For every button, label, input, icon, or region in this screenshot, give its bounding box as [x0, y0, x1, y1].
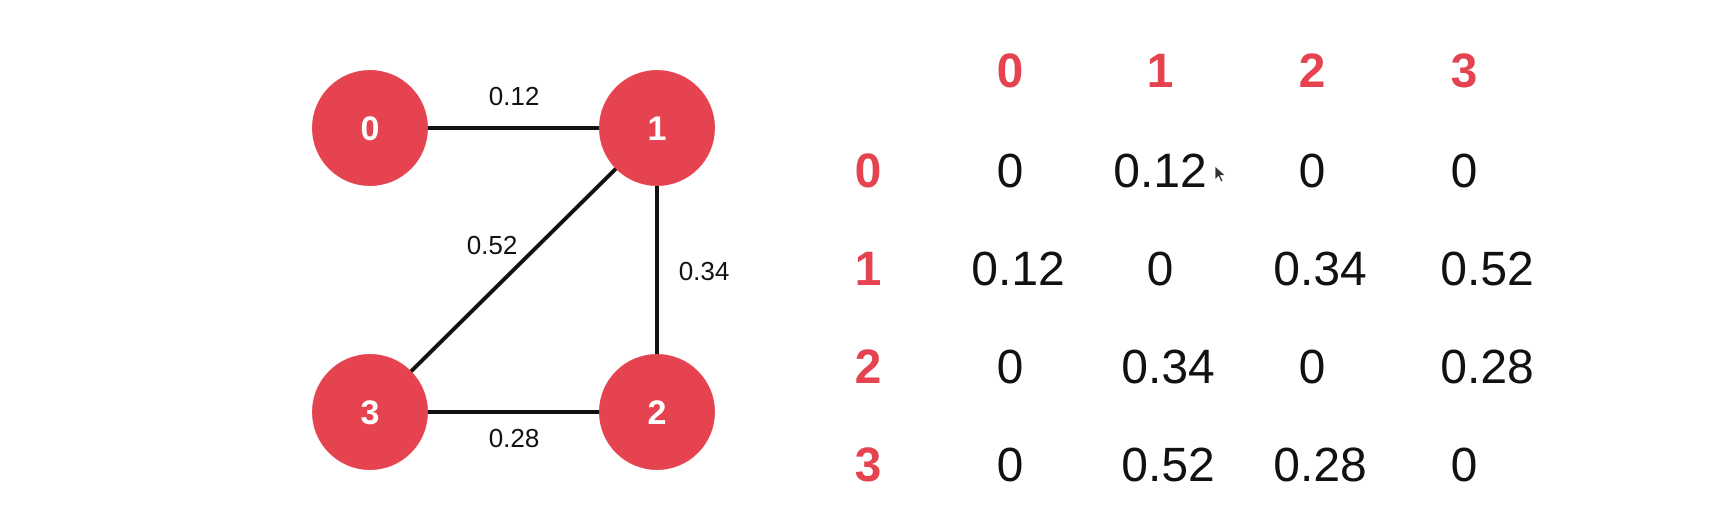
matrix-cell: 0.52: [1412, 240, 1562, 300]
matrix-cell: 0.12: [943, 240, 1093, 300]
matrix-cell: 0: [1237, 338, 1387, 398]
matrix-cell: 0: [935, 338, 1085, 398]
matrix-cell: 0.34: [1093, 338, 1243, 398]
matrix-col-header: 0: [935, 42, 1085, 102]
matrix-col-header: 1: [1085, 42, 1235, 102]
node-2-label: 2: [648, 394, 667, 432]
matrix-row-header: 2: [833, 338, 903, 398]
adjacency-matrix: 0 1 2 3 0 1 2 3 0 0.12 0 0 0.12 0 0.34 0…: [858, 12, 1578, 492]
matrix-cell: 0: [935, 142, 1085, 202]
edge-1-3: [370, 128, 657, 412]
matrix-cell: 0: [1389, 436, 1539, 496]
matrix-cell: 0: [1389, 142, 1539, 202]
matrix-cell: 0.28: [1412, 338, 1562, 398]
mouse-pointer-icon: [1214, 165, 1228, 185]
matrix-cell: 0: [1085, 240, 1235, 300]
node-3: 3: [312, 354, 428, 470]
matrix-row-header: 3: [833, 436, 903, 496]
matrix-row-header: 0: [833, 142, 903, 202]
matrix-cell: 0.52: [1093, 436, 1243, 496]
matrix-col-header: 2: [1237, 42, 1387, 102]
node-2: 2: [599, 354, 715, 470]
node-0: 0: [312, 70, 428, 186]
matrix-cell: 0.28: [1245, 436, 1395, 496]
edge-label-3-2: 0.28: [489, 423, 540, 453]
matrix-cell: 0: [935, 436, 1085, 496]
node-3-label: 3: [361, 394, 380, 432]
matrix-cell: 0.34: [1245, 240, 1395, 300]
edge-label-0-1: 0.12: [489, 81, 540, 111]
edge-label-1-2: 0.34: [679, 256, 730, 286]
matrix-cell: 0.12: [1085, 142, 1235, 202]
matrix-row-header: 1: [833, 240, 903, 300]
matrix-cell: 0: [1237, 142, 1387, 202]
node-1: 1: [599, 70, 715, 186]
node-1-label: 1: [648, 110, 667, 148]
matrix-col-header: 3: [1389, 42, 1539, 102]
edge-label-1-3: 0.52: [467, 230, 518, 260]
node-0-label: 0: [361, 110, 380, 148]
